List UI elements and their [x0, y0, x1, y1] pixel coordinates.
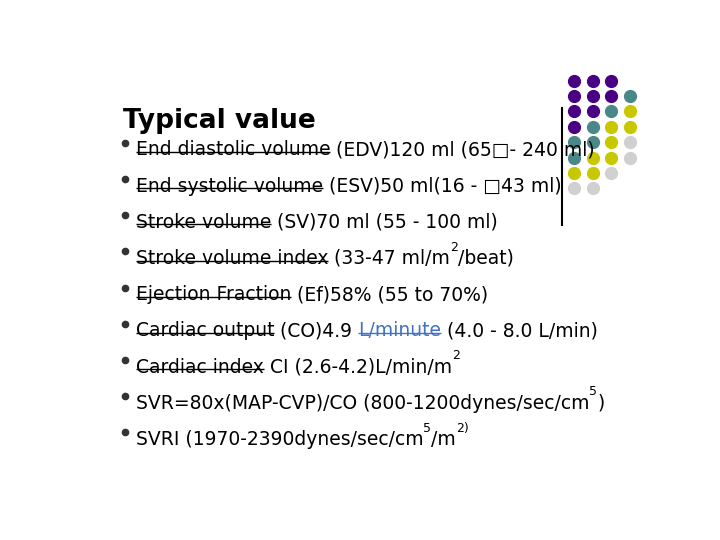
- Text: Stroke volume index: Stroke volume index: [136, 249, 328, 268]
- Text: CI (2.6-4.2)L/min/m: CI (2.6-4.2)L/min/m: [264, 357, 451, 376]
- Text: /m: /m: [431, 430, 456, 449]
- Text: Cardiac output: Cardiac output: [136, 321, 274, 340]
- Text: SVR=80x(MAP-CVP)/CO (800-1200dynes/sec/cm: SVR=80x(MAP-CVP)/CO (800-1200dynes/sec/c…: [136, 394, 589, 413]
- Text: 2): 2): [456, 422, 469, 435]
- Text: (4.0 - 8.0 L/min): (4.0 - 8.0 L/min): [441, 321, 598, 340]
- Text: L/minute: L/minute: [359, 321, 441, 340]
- Text: (EDV)120 ml (65□- 240 ml): (EDV)120 ml (65□- 240 ml): [330, 140, 595, 159]
- Text: (CO)4.9: (CO)4.9: [274, 321, 359, 340]
- Text: /beat): /beat): [458, 249, 514, 268]
- Text: Ejection Fraction: Ejection Fraction: [136, 285, 291, 304]
- Text: 5: 5: [423, 422, 431, 435]
- Text: (ESV)50 ml(16 - □43 ml): (ESV)50 ml(16 - □43 ml): [323, 177, 562, 195]
- Text: 2: 2: [450, 241, 458, 254]
- Text: Typical value: Typical value: [124, 109, 316, 134]
- Text: Cardiac index: Cardiac index: [136, 357, 264, 376]
- Text: (Ef)58% (55 to 70%): (Ef)58% (55 to 70%): [291, 285, 488, 304]
- Text: Stroke volume: Stroke volume: [136, 213, 271, 232]
- Text: ): ): [598, 394, 605, 413]
- Text: End diastolic volume: End diastolic volume: [136, 140, 330, 159]
- Text: (33-47 ml/m: (33-47 ml/m: [328, 249, 450, 268]
- Text: 2: 2: [451, 349, 459, 362]
- Text: SVRI (1970-2390dynes/sec/cm: SVRI (1970-2390dynes/sec/cm: [136, 430, 423, 449]
- Text: End systolic volume: End systolic volume: [136, 177, 323, 195]
- Text: (SV)70 ml (55 - 100 ml): (SV)70 ml (55 - 100 ml): [271, 213, 498, 232]
- Text: 5: 5: [589, 386, 598, 399]
